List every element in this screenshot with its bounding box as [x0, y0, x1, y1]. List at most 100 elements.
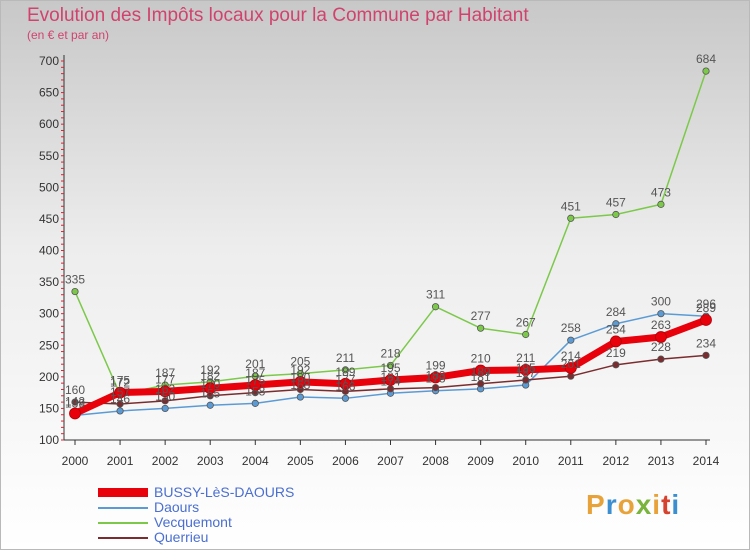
series-point [204, 382, 217, 395]
series-point [296, 393, 304, 401]
data-label: 211 [516, 351, 535, 365]
data-label: 192 [290, 363, 310, 377]
y-tick-label: 100 [39, 433, 59, 447]
series-point [522, 330, 530, 339]
legend-swatch-daours [98, 507, 148, 509]
data-label: 174 [380, 374, 400, 388]
data-label: 234 [696, 336, 716, 350]
x-tick-label: 2008 [422, 454, 449, 468]
data-label: 181 [380, 370, 400, 384]
x-tick-label: 2007 [377, 454, 404, 468]
data-label: 457 [606, 195, 626, 209]
series-point [567, 214, 575, 222]
series-group [69, 67, 712, 420]
data-label: 187 [516, 366, 536, 380]
data-label: 335 [65, 273, 85, 287]
x-tick-label: 2010 [512, 454, 539, 468]
series-point [249, 379, 262, 391]
legend-swatch-querrieu [98, 537, 148, 539]
logo-letter: t [661, 489, 672, 520]
data-label: 300 [651, 295, 671, 309]
legend-swatch-vecquemont [98, 522, 148, 524]
data-label: 162 [155, 382, 175, 396]
data-label: 258 [561, 321, 581, 335]
logo-letter: i [652, 489, 662, 520]
x-tick-label: 2004 [242, 454, 269, 468]
series-point [700, 314, 712, 326]
data-label: 254 [606, 322, 626, 336]
data-label: 684 [696, 52, 716, 66]
logo-letter: i [671, 489, 681, 520]
series-point [474, 364, 487, 377]
y-tick-label: 700 [39, 54, 59, 68]
data-label: 214 [561, 349, 581, 363]
x-tick-label: 2014 [693, 454, 720, 468]
data-label: 170 [200, 377, 220, 391]
logo-letter: o [617, 489, 636, 520]
y-tick-label: 300 [39, 307, 59, 321]
proxiti-logo: Proxiti [586, 489, 680, 521]
logo-letter: r [605, 489, 618, 520]
series-point [612, 361, 620, 369]
series-point [655, 331, 667, 343]
legend-label: BUSSY-LèS-DAOURS [154, 484, 295, 500]
series-point [657, 310, 665, 318]
series-point [386, 361, 395, 370]
data-label: 189 [471, 365, 491, 379]
y-tick-label: 450 [39, 212, 59, 226]
data-label: 177 [335, 372, 355, 386]
series-point [341, 366, 350, 374]
series-point [477, 380, 485, 388]
series-point [431, 303, 440, 311]
series-point [159, 385, 172, 398]
data-label: 210 [471, 352, 491, 366]
series-point [657, 200, 665, 208]
data-label: 263 [651, 318, 671, 332]
data-label: 195 [380, 361, 400, 375]
data-label: 155 [200, 386, 220, 400]
data-label: 142 [65, 394, 85, 408]
y-tick-label: 550 [39, 149, 59, 163]
data-label: 166 [335, 379, 355, 393]
x-tick-label: 2013 [648, 454, 675, 468]
series-point [519, 363, 532, 376]
data-label: 160 [65, 383, 85, 397]
y-tick-label: 250 [39, 338, 59, 352]
data-label: 296 [696, 297, 716, 311]
data-label: 189 [335, 365, 355, 379]
series-point [161, 397, 169, 405]
data-label: 182 [200, 369, 220, 383]
series-point [251, 399, 259, 407]
data-label: 187 [155, 366, 175, 380]
data-label: 218 [380, 346, 400, 360]
series-point [431, 383, 440, 392]
data-label: 158 [245, 384, 265, 398]
data-label: 168 [290, 378, 310, 392]
data-label: 181 [471, 370, 491, 384]
series-point [612, 210, 620, 219]
legend-label: Vecquemont [154, 514, 232, 530]
axes: 100 150 200 250 300 350 400 450 500 550 600 650 700 2… [39, 54, 720, 468]
series-point [522, 376, 530, 384]
series-point [564, 362, 577, 374]
y-tick-label: 150 [39, 401, 59, 415]
x-tick-label: 2002 [152, 454, 179, 468]
data-label: 177 [155, 372, 175, 386]
data-label: 157 [110, 385, 130, 399]
data-labels: 142 175 177 182 187 192 189 195 199 210 211 214 254 2… [65, 52, 716, 410]
series-point [206, 401, 214, 409]
data-label: 199 [426, 358, 446, 372]
data-label: 211 [336, 351, 355, 365]
data-label: 183 [426, 369, 446, 383]
x-tick-label: 2003 [197, 454, 224, 468]
series-point [116, 407, 124, 415]
series-point [71, 398, 79, 406]
data-label: 195 [516, 361, 536, 375]
data-label: 201 [561, 357, 581, 371]
y-tick-label: 350 [39, 275, 59, 289]
data-label: 150 [155, 389, 175, 403]
y-tick-label: 500 [39, 180, 59, 194]
series-point [609, 335, 622, 348]
